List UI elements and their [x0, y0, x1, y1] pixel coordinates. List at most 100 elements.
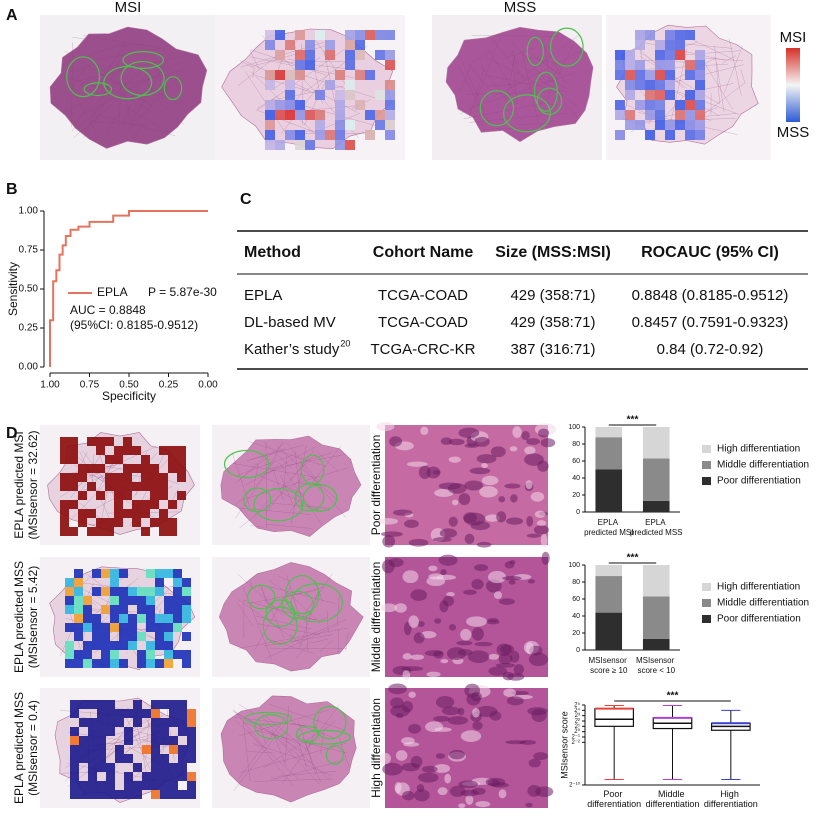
tissue-texture [297, 720, 317, 776]
y-tick-label: 40 [572, 613, 580, 620]
heatmap-cell [615, 130, 625, 140]
heatmap-cell [178, 727, 187, 736]
tissue-texture [91, 121, 149, 126]
heatmap-cell [105, 527, 114, 536]
heatmap-cell [92, 659, 101, 668]
y-tick-label: 40 [572, 475, 580, 482]
tissue-texture [530, 66, 567, 89]
heatmap-cell [285, 80, 295, 90]
heatmap-cell [97, 727, 106, 736]
y-tick-label: 2³ [575, 713, 580, 719]
tissue-texture [290, 445, 307, 525]
heatmap-cell [146, 587, 155, 596]
tissue-texture [248, 441, 327, 467]
tissue-texture [292, 722, 333, 738]
heatmap-cell [173, 650, 182, 659]
heatmap-cell [123, 491, 132, 500]
heatmap-cell [182, 578, 191, 587]
heatmap-cell [83, 596, 92, 605]
tissue-texture [67, 77, 152, 103]
heatmap-cell [675, 110, 685, 120]
heatmap-cell [182, 587, 191, 596]
tissue-texture [299, 461, 346, 518]
tissue-texture [83, 59, 121, 138]
x-tick-label: 0.75 [80, 380, 100, 391]
heatmap-cell [168, 464, 177, 473]
histology-texture [418, 772, 439, 783]
table-cell: DL-based MV [244, 314, 336, 331]
tissue-texture [261, 717, 332, 783]
histology-texture [435, 695, 455, 709]
x-axis-label: Specificity [102, 389, 156, 403]
heatmap-cell [151, 736, 160, 745]
tissue-texture [105, 111, 122, 132]
heatmap-cell [625, 70, 635, 80]
heatmap-cell [160, 754, 169, 763]
heatmap-cell [87, 437, 96, 446]
heatmap-cell [106, 790, 115, 799]
heatmap-cell [169, 745, 178, 754]
tissue-texture [96, 72, 157, 102]
y-tick-label: 100 [568, 424, 580, 431]
histology-texture [410, 654, 425, 660]
heatmap-cell [69, 437, 78, 446]
heatmap-cell [295, 130, 305, 140]
y-tick-label: 80 [572, 579, 580, 586]
heatmap-cell [96, 437, 105, 446]
text-line: predicted MSI [584, 528, 633, 537]
histology-texture [380, 531, 403, 537]
histology-texture [499, 598, 515, 605]
tissue-texture [237, 602, 254, 627]
heatmap-cell [146, 596, 155, 605]
heatmap-cell [305, 110, 315, 120]
heatmap-cell [168, 500, 177, 509]
heatmap-cell [160, 763, 169, 772]
histology-texture [504, 483, 521, 489]
heatmap-cell [665, 70, 675, 80]
heatmap-cell [137, 632, 146, 641]
heatmap-cell [155, 632, 164, 641]
heatmap-cell [365, 70, 375, 80]
histology-texture [540, 438, 556, 448]
heatmap-cell [275, 70, 285, 80]
tissue-texture [79, 44, 122, 59]
heatmap-cell [675, 40, 685, 50]
tissue-texture [89, 75, 153, 112]
heatmap-cell [385, 90, 395, 100]
heatmap-cell [665, 80, 675, 90]
y-tick-label: 60 [572, 458, 580, 465]
tissue-texture [268, 586, 336, 604]
annotation: AUC = 0.8848 [70, 303, 146, 317]
heatmap-cell [97, 790, 106, 799]
heatmap-cell [146, 605, 155, 614]
histology-texture [440, 569, 447, 576]
x-tick-label: 0.00 [198, 380, 218, 391]
region-outline [244, 711, 292, 726]
heatmap-cell [315, 130, 325, 140]
colorbar [786, 48, 800, 122]
heatmap-cell [110, 578, 119, 587]
tissue [220, 695, 357, 803]
heatmap-cell [385, 120, 395, 130]
heatmap-cell [325, 50, 335, 60]
heatmap-cell [295, 50, 305, 60]
heatmap-cell [150, 491, 159, 500]
heatmap-cell [151, 709, 160, 718]
tissue-texture [238, 452, 270, 482]
histology-texture [472, 707, 480, 718]
heatmap-cell [79, 718, 88, 727]
heatmap-cell [119, 587, 128, 596]
heatmap-cell [97, 709, 106, 718]
histology-texture [528, 758, 541, 768]
heatmap-cell [114, 491, 123, 500]
heatmap-cell [133, 709, 142, 718]
heatmap-cell [655, 120, 665, 130]
histology-texture [402, 653, 412, 660]
histology-texture [426, 671, 441, 678]
histology-texture [389, 436, 403, 447]
tissue-texture [503, 47, 536, 59]
y-tick-label: 2⁻¹ [571, 735, 580, 741]
heatmap-cell [315, 120, 325, 130]
histology-texture [512, 426, 522, 439]
heatmap-cell [124, 781, 133, 790]
